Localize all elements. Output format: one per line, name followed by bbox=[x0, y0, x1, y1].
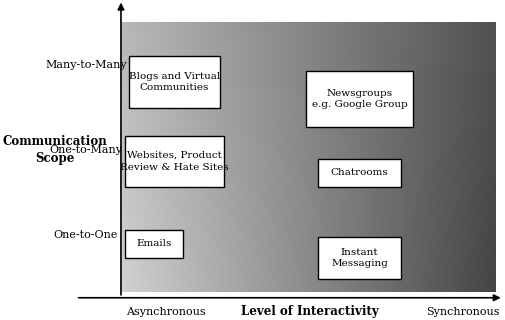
FancyBboxPatch shape bbox=[129, 56, 220, 108]
Text: Many-to-Many: Many-to-Many bbox=[45, 60, 127, 70]
Text: Instant
Messaging: Instant Messaging bbox=[331, 248, 388, 268]
Text: Asynchronous: Asynchronous bbox=[126, 307, 206, 317]
Text: Newsgroups
e.g. Google Group: Newsgroups e.g. Google Group bbox=[312, 89, 408, 109]
FancyBboxPatch shape bbox=[319, 237, 401, 279]
Text: Synchronous: Synchronous bbox=[426, 307, 499, 317]
Text: Chatrooms: Chatrooms bbox=[331, 168, 388, 177]
FancyBboxPatch shape bbox=[306, 71, 413, 127]
FancyBboxPatch shape bbox=[125, 136, 224, 187]
Text: One-to-One: One-to-One bbox=[54, 230, 118, 240]
Text: Websites, Product
Review & Hate Sites: Websites, Product Review & Hate Sites bbox=[120, 151, 229, 172]
Text: Blogs and Virtual
Communities: Blogs and Virtual Communities bbox=[129, 72, 220, 92]
Text: Communication
Scope: Communication Scope bbox=[3, 135, 108, 165]
Text: Emails: Emails bbox=[136, 239, 172, 248]
FancyBboxPatch shape bbox=[319, 159, 401, 187]
Text: One-to-Many: One-to-Many bbox=[49, 145, 123, 155]
Text: Level of Interactivity: Level of Interactivity bbox=[241, 306, 379, 318]
FancyBboxPatch shape bbox=[125, 230, 183, 258]
